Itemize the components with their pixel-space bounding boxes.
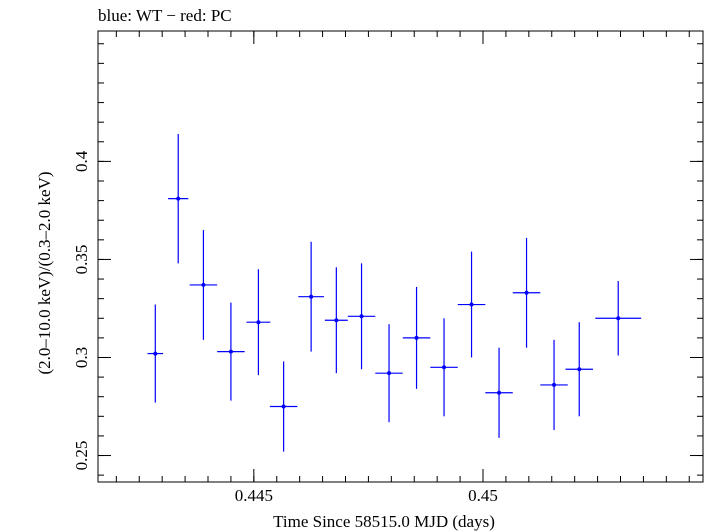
data-point [269,361,298,452]
plot-frame [97,30,704,483]
data-point [147,304,164,403]
y-tick-label: 0.35 [72,245,91,275]
x-axis-label: Time Since 58515.0 MJD (days) [273,512,495,531]
point-marker [442,365,447,370]
point-marker [414,335,419,340]
x-major-ticks: 0.445 0.45 [235,31,498,505]
y-axis-label: (2.0–10.0 keV)/(0.3–2.0 keV) [35,171,54,374]
point-marker [577,367,582,372]
data-point [347,263,376,370]
data-point [168,133,189,264]
data-point [375,324,403,423]
data-point [324,267,348,374]
data-point [457,251,486,358]
point-marker [616,316,621,321]
x-tick-label: 0.445 [235,486,273,505]
point-marker [201,282,206,287]
point-marker [524,290,529,295]
y-tick-label: 0.4 [72,150,91,172]
data-point [298,241,324,352]
point-marker [387,371,392,376]
chart-title: blue: WT − red: PC [98,6,232,25]
data-point [189,230,218,340]
data-series [147,133,642,452]
data-point [402,286,431,389]
point-marker [256,320,261,325]
point-marker [228,349,233,354]
point-marker [153,351,158,356]
point-marker [552,382,557,387]
data-point [540,339,568,431]
point-marker [176,196,181,201]
data-point [430,318,458,417]
point-marker [497,390,502,395]
y-minor-ticks [98,43,703,476]
data-point [485,347,513,438]
data-point [512,237,541,348]
data-point [217,302,245,401]
y-tick-label: 0.25 [72,441,91,471]
point-marker [469,302,474,307]
point-marker [334,318,339,323]
point-marker [281,404,286,409]
x-tick-label: 0.45 [468,486,498,505]
data-point [565,322,593,417]
data-point [595,281,642,356]
data-point [246,269,271,376]
point-marker [309,294,314,299]
y-major-ticks: 0.25 0.3 0.35 0.4 [72,150,703,470]
x-minor-ticks [115,31,690,482]
point-marker [359,314,364,319]
y-tick-label: 0.3 [72,347,91,368]
